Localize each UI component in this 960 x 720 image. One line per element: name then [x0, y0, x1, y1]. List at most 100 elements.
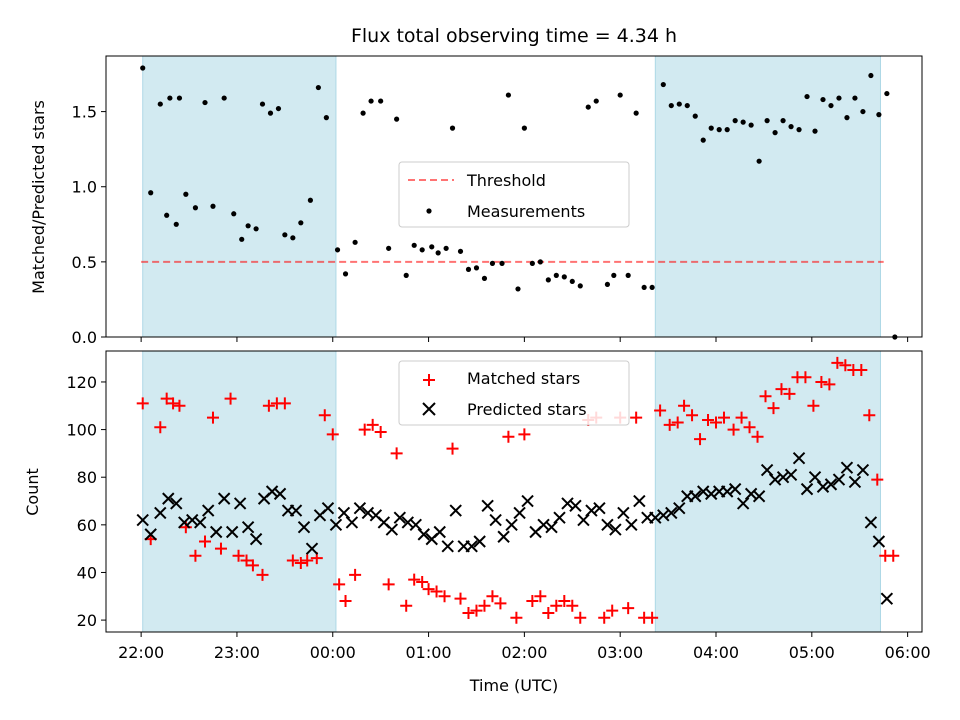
- top-y-tick-label: 0.0: [72, 328, 97, 347]
- measurement-point: [275, 105, 282, 112]
- matched-point: [727, 423, 740, 436]
- top-shaded-spans: [142, 55, 881, 338]
- measurement-point: [732, 118, 738, 124]
- predicted-point: [201, 504, 215, 517]
- matched-point: [470, 604, 483, 617]
- predicted-point: [305, 542, 319, 555]
- matched-point: [823, 378, 836, 391]
- predicted-point: [760, 463, 774, 477]
- top-y-axis: 0.0 0.5 1.0 1.5: [72, 103, 106, 347]
- matched-point: [510, 611, 523, 624]
- bottom-y-tick-label: 100: [66, 421, 97, 440]
- predicted-point: [569, 499, 582, 512]
- measurement-point: [192, 205, 199, 211]
- matched-point: [416, 575, 429, 588]
- predicted-point: [736, 497, 750, 510]
- matched-point: [390, 447, 403, 460]
- bottom-y-tick-label: 80: [77, 468, 97, 487]
- matched-point: [189, 549, 202, 562]
- matched-point: [759, 390, 772, 403]
- measurement-point: [649, 284, 655, 291]
- measurement-point: [577, 283, 583, 289]
- predicted-point: [864, 516, 878, 529]
- measurement-point: [780, 118, 786, 124]
- measurement-point: [176, 95, 183, 101]
- top-plot-frame: [105, 55, 923, 338]
- measurement-point: [231, 211, 237, 217]
- bottom-panel: 20 40 60 80 100 120 22:00 23:00 00:00 01:00 02:00…: [66, 350, 931, 662]
- matched-point: [430, 585, 443, 598]
- top-y-tick-label: 1.5: [72, 103, 97, 122]
- matched-point: [256, 568, 269, 581]
- predicted-point: [744, 487, 758, 501]
- matched-point: [710, 416, 723, 429]
- top-legend-box: [398, 161, 630, 228]
- matched-point: [743, 421, 756, 434]
- matched-point: [783, 387, 796, 400]
- measurement-point: [611, 272, 617, 278]
- measurement-point: [716, 127, 722, 133]
- bottom-x-axis: 22:00 23:00 00:00 01:00 02:00 03:00 04:00 05:00…: [118, 632, 931, 662]
- measurement-point: [724, 127, 730, 133]
- measurement-point: [515, 286, 521, 292]
- matched-point: [630, 411, 643, 424]
- bottom-y-label: Count: [23, 468, 42, 516]
- matched-point: [454, 592, 467, 605]
- measurement-point: [876, 112, 882, 118]
- predicted-point: [776, 471, 790, 484]
- predicted-point: [209, 525, 223, 539]
- measurement-point: [604, 281, 611, 288]
- measurement-point: [210, 203, 216, 209]
- matched-point: [534, 590, 547, 603]
- top-y-tick-label: 1.0: [72, 178, 97, 197]
- matched-point: [232, 549, 245, 562]
- predicted-point: [345, 516, 359, 529]
- measurement-point: [221, 95, 227, 101]
- measurement-point: [465, 266, 472, 272]
- x-tick-label: 03:00: [597, 643, 643, 662]
- matched-point: [422, 583, 435, 596]
- predicted-point: [505, 518, 518, 532]
- matched-point: [349, 568, 362, 581]
- x-tick-label: 00:00: [310, 643, 356, 662]
- shaded-span-1: [142, 350, 337, 633]
- x-tick-label: 05:00: [789, 643, 835, 662]
- predicted-point: [848, 475, 862, 489]
- predicted-point: [225, 525, 239, 539]
- measurement-point: [411, 242, 417, 248]
- measurement-point: [282, 232, 288, 238]
- measurement-point: [521, 125, 527, 131]
- predicted-point: [433, 525, 446, 539]
- measurement-point: [443, 245, 449, 251]
- predicted-point: [154, 506, 167, 520]
- chart-title: Flux total observing time = 4.34 h: [351, 25, 677, 47]
- predicted-point: [401, 516, 415, 529]
- measurement-point: [756, 158, 762, 164]
- matched-point: [246, 559, 259, 572]
- measurement-point: [633, 110, 639, 116]
- measurement-point: [202, 99, 208, 106]
- predicted-point: [601, 518, 614, 532]
- measurement-point: [772, 130, 778, 136]
- matched-point: [214, 542, 227, 555]
- measurement-point: [394, 116, 400, 122]
- measurement-point: [505, 92, 512, 98]
- predicted-point: [872, 535, 886, 548]
- predicted-legend-label: Predicted stars: [467, 400, 587, 419]
- predicted-point: [649, 511, 662, 524]
- matched-point: [671, 416, 684, 429]
- top-y-tick-label: 0.5: [72, 253, 97, 272]
- measurement-point: [259, 101, 266, 107]
- predicted-point: [361, 506, 375, 520]
- matched-point: [136, 397, 149, 410]
- measurement-point: [239, 236, 245, 242]
- predicted-point: [657, 509, 670, 522]
- matched-point: [831, 356, 844, 369]
- matched-point: [518, 428, 531, 441]
- predicted-point: [816, 480, 830, 493]
- matched-point: [751, 430, 764, 443]
- matched-point: [326, 428, 339, 441]
- predicted-point: [856, 463, 870, 477]
- predicted-point: [792, 451, 806, 465]
